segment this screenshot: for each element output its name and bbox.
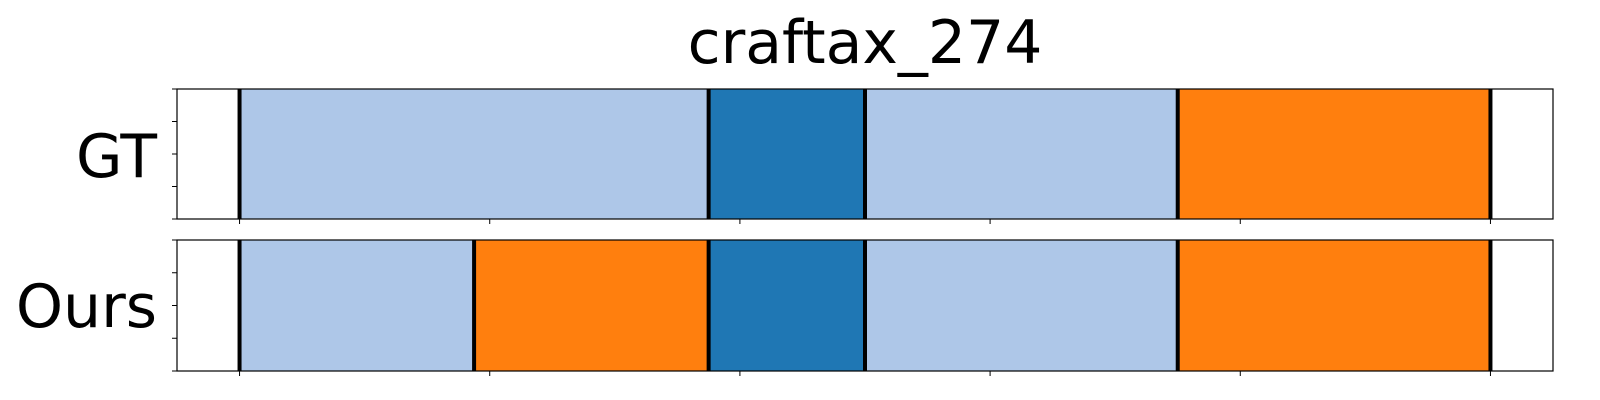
chart-title: craftax_274 bbox=[688, 8, 1043, 78]
segment-ours-4 bbox=[1177, 240, 1491, 371]
row-label-gt: GT bbox=[76, 122, 157, 192]
segment-gt-1 bbox=[708, 89, 865, 219]
segment-ours-2 bbox=[708, 240, 865, 371]
segment-gt-2 bbox=[865, 89, 1178, 219]
segment-gt-3 bbox=[1177, 89, 1491, 219]
segment-ours-3 bbox=[865, 240, 1178, 371]
segment-ours-1 bbox=[474, 240, 709, 371]
row-gt: GT bbox=[76, 88, 1554, 224]
rows-layer: GT Ours bbox=[16, 88, 1554, 376]
segment-gt-0 bbox=[239, 89, 709, 219]
row-ours: Ours bbox=[16, 239, 1554, 376]
row-label-ours: Ours bbox=[16, 272, 157, 342]
segment-ours-0 bbox=[239, 240, 475, 371]
